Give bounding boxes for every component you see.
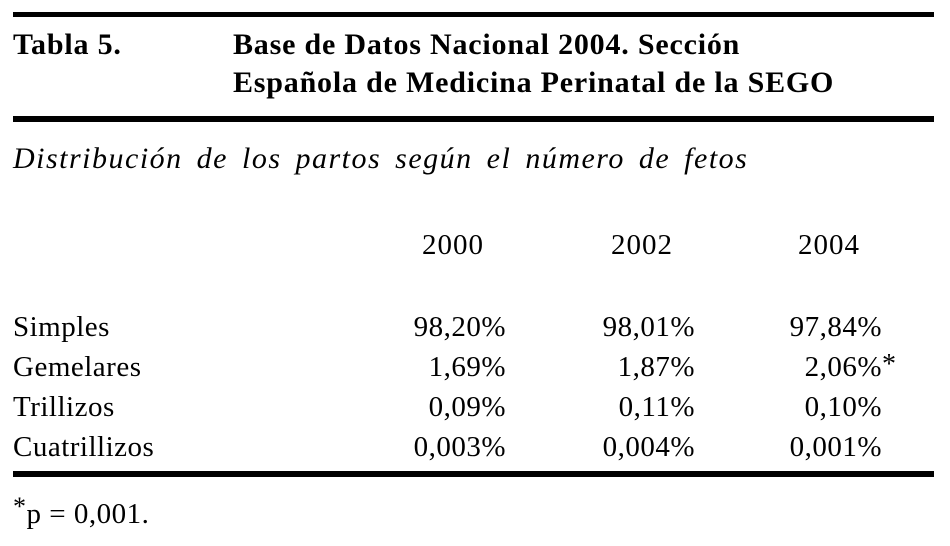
table-title-line-1: Base de Datos Nacional 2004. Sección xyxy=(233,28,741,61)
data-table: 2000 2002 2004 Simples 98,20% 98,01% 97,… xyxy=(13,225,896,467)
table-number-label: Tabla 5. xyxy=(13,28,122,61)
value-cell: 0,003% xyxy=(413,431,506,463)
top-rule xyxy=(13,12,934,17)
value-cell: 0,004% xyxy=(602,431,695,463)
footnote: *p = 0,001. xyxy=(13,492,150,533)
header-empty-cell xyxy=(13,225,353,265)
column-header-2004: 2004 xyxy=(798,229,860,261)
table-title-line-2: Española de Medicina Perinatal de la SEG… xyxy=(233,66,835,99)
value-cell: 1,69% xyxy=(428,351,506,383)
table-row-simples: Simples 98,20% 98,01% 97,84% xyxy=(13,307,882,347)
value-text: 2,06% xyxy=(804,351,882,383)
table-row-cuatrillizos: Cuatrillizos 0,003% 0,004% 0,001% xyxy=(13,427,882,467)
table-subtitle: Distribución de los partos según el núme… xyxy=(13,142,749,175)
row-label: Cuatrillizos xyxy=(13,431,155,463)
value-cell: 0,09% xyxy=(428,391,506,423)
value-cell: 98,01% xyxy=(602,311,695,343)
value-cell: 1,87% xyxy=(617,351,695,383)
row-label: Simples xyxy=(13,311,110,343)
table-row-gemelares: Gemelares 1,69% 1,87% 2,06% * xyxy=(13,347,896,387)
table-title: Base de Datos Nacional 2004. Sección Esp… xyxy=(233,26,934,102)
column-header-2002: 2002 xyxy=(611,229,673,261)
value-cell: 0,11% xyxy=(618,391,695,423)
bottom-rule xyxy=(13,471,934,477)
footnote-text: p = 0,001. xyxy=(26,498,150,530)
table-header-row: 2000 2002 2004 xyxy=(13,225,882,265)
significance-asterisk: * xyxy=(882,349,897,380)
value-cell: 0,001% xyxy=(789,431,882,463)
table-caption: Tabla 5. Base de Datos Nacional 2004. Se… xyxy=(13,26,934,102)
value-cell: 2,06% * xyxy=(695,347,896,387)
column-header-2000: 2000 xyxy=(422,229,484,261)
value-cell: 98,20% xyxy=(413,311,506,343)
header-divider-rule xyxy=(13,116,934,122)
footnote-asterisk: * xyxy=(13,492,27,521)
row-label: Gemelares xyxy=(13,351,142,383)
row-label: Trillizos xyxy=(13,391,115,423)
table-row-trillizos: Trillizos 0,09% 0,11% 0,10% xyxy=(13,387,882,427)
value-cell: 0,10% xyxy=(804,391,882,423)
value-cell: 97,84% xyxy=(789,311,882,343)
